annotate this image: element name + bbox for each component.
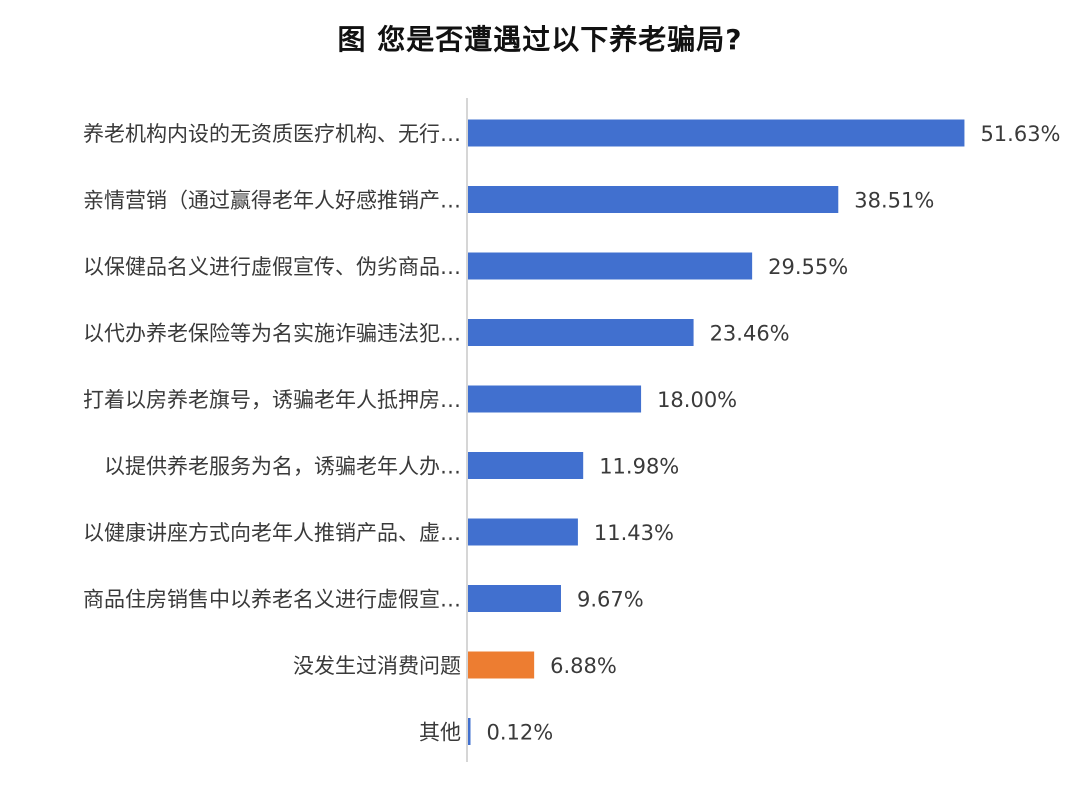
category-label: 其他	[419, 721, 461, 745]
bar	[468, 186, 839, 213]
bar	[468, 585, 561, 612]
value-label: 9.67%	[577, 588, 644, 612]
value-label: 38.51%	[854, 189, 934, 213]
value-label: 23.46%	[710, 322, 790, 346]
category-label: 以提供养老服务为名，诱骗老年人办…	[104, 455, 461, 479]
bar	[468, 518, 578, 546]
category-label: 以健康讲座方式向老年人推销产品、虚…	[83, 521, 461, 545]
value-label: 11.43%	[594, 521, 674, 545]
value-label: 0.12%	[487, 721, 554, 745]
category-label: 打着以房养老旗号，诱骗老年人抵押房…	[83, 388, 461, 412]
bar	[468, 718, 471, 745]
value-label: 18.00%	[657, 388, 737, 412]
category-label: 以代办养老保险等为名实施诈骗违法犯…	[83, 322, 461, 346]
bar	[468, 651, 535, 679]
value-label: 11.98%	[599, 455, 679, 479]
category-label: 养老机构内设的无资质医疗机构、无行…	[83, 122, 461, 146]
bar	[468, 385, 642, 413]
category-label: 亲情营销（通过赢得老年人好感推销产…	[83, 189, 461, 213]
category-label: 商品住房销售中以养老名义进行虚假宣…	[83, 588, 461, 612]
bar	[468, 252, 753, 280]
chart-marks: 养老机构内设的无资质医疗机构、无行… 51.63% 亲情营销（通过赢得老年人好感推销…	[83, 119, 1061, 745]
value-label: 29.55%	[768, 255, 848, 279]
chart-title: 图 您是否遭遇过以下养老骗局?	[337, 23, 743, 56]
bar	[468, 319, 694, 346]
value-label: 51.63%	[980, 122, 1060, 146]
bar	[468, 119, 965, 147]
category-label: 以保健品名义进行虚假宣传、伪劣商品…	[83, 255, 461, 279]
value-label: 6.88%	[550, 654, 617, 678]
bar	[468, 452, 584, 479]
category-label: 没发生过消费问题	[293, 654, 461, 678]
